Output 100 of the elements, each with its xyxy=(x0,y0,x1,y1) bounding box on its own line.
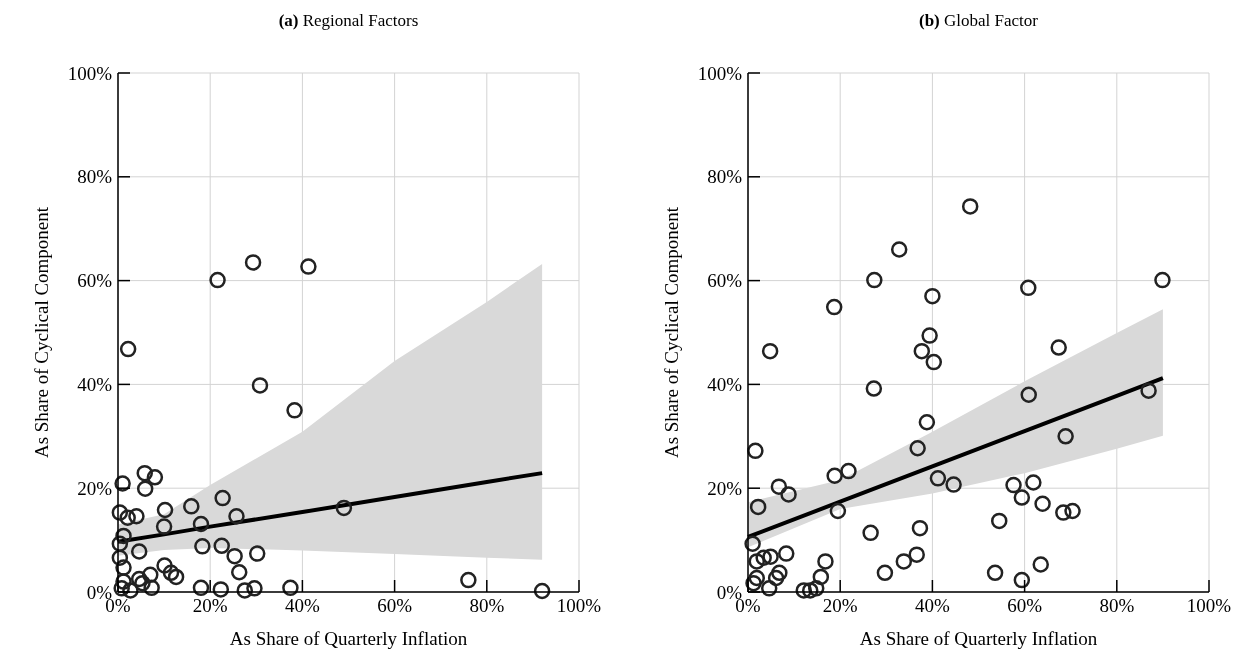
point xyxy=(115,527,132,545)
point xyxy=(1025,474,1042,491)
point xyxy=(909,439,926,457)
point xyxy=(1064,502,1081,520)
point xyxy=(533,582,551,600)
x-tick-label: 20% xyxy=(192,595,228,616)
x-tick-label: 80% xyxy=(1099,595,1135,616)
point xyxy=(213,537,230,555)
point xyxy=(770,478,788,495)
point xyxy=(119,509,136,527)
point xyxy=(744,535,761,552)
point xyxy=(1057,428,1074,445)
point xyxy=(780,486,797,503)
point xyxy=(248,545,266,562)
y-axis-title: As Share of Cyclical Component xyxy=(31,206,52,459)
point xyxy=(142,566,159,584)
y-tick-label: 20% xyxy=(77,477,113,499)
point xyxy=(895,553,913,570)
point xyxy=(236,582,254,599)
point xyxy=(128,507,145,525)
point xyxy=(136,464,153,482)
point xyxy=(300,258,317,275)
point xyxy=(111,549,129,566)
point xyxy=(134,574,151,592)
point xyxy=(1034,495,1051,513)
point xyxy=(918,414,936,431)
point xyxy=(986,564,1004,582)
point xyxy=(911,519,929,537)
point xyxy=(156,501,174,519)
point xyxy=(1050,339,1067,356)
point xyxy=(945,476,962,493)
y-tick-label: 100% xyxy=(67,62,113,84)
point xyxy=(812,568,830,586)
y-tick-label: 100% xyxy=(697,62,743,84)
point xyxy=(826,467,843,484)
x-tick-label: 40% xyxy=(284,595,320,616)
point xyxy=(167,568,185,586)
point xyxy=(866,271,883,289)
point xyxy=(286,402,303,419)
point xyxy=(282,579,299,597)
point xyxy=(122,582,139,599)
chart-title: (a) Regional Factors xyxy=(278,11,419,30)
y-tick-label: 60% xyxy=(77,270,113,292)
point xyxy=(760,580,778,597)
point xyxy=(162,564,180,582)
point xyxy=(929,470,947,487)
point xyxy=(130,570,148,588)
y-tick-label: 20% xyxy=(707,477,743,499)
point xyxy=(991,512,1008,530)
point xyxy=(961,198,979,215)
x-axis-title: As Share of Quarterly Inflation xyxy=(859,628,1098,649)
point xyxy=(1140,382,1157,399)
point xyxy=(251,377,269,394)
point xyxy=(924,287,941,305)
y-axis-title: As Share of Cyclical Component xyxy=(661,206,682,459)
point xyxy=(755,549,772,566)
point xyxy=(762,548,779,565)
point xyxy=(840,462,857,480)
point xyxy=(876,564,894,582)
x-tick-label: 100% xyxy=(1186,595,1232,616)
point xyxy=(460,571,477,589)
point xyxy=(1013,489,1031,506)
point xyxy=(1032,556,1049,573)
point xyxy=(825,298,843,316)
point xyxy=(801,582,819,599)
point xyxy=(1055,504,1072,521)
x-tick-label: 60% xyxy=(1007,595,1043,616)
x-tick-label: 100% xyxy=(556,595,602,616)
point xyxy=(865,380,883,397)
y-tick-label: 40% xyxy=(707,374,743,396)
point xyxy=(761,342,779,360)
point xyxy=(829,502,847,520)
point xyxy=(1020,279,1037,297)
x-tick-label: 60% xyxy=(377,595,413,616)
point xyxy=(925,353,943,371)
point xyxy=(335,499,353,517)
point xyxy=(748,569,766,587)
y-tick-label: 80% xyxy=(77,166,113,188)
point xyxy=(921,327,938,344)
point xyxy=(1020,386,1037,404)
point xyxy=(136,480,154,497)
point xyxy=(192,579,210,597)
point xyxy=(111,535,129,552)
point xyxy=(115,559,132,576)
point xyxy=(111,504,129,521)
point xyxy=(778,545,795,562)
point xyxy=(771,564,788,582)
point xyxy=(130,543,148,560)
point xyxy=(214,489,231,507)
point xyxy=(908,546,925,563)
x-axis-title: As Share of Quarterly Inflation xyxy=(229,628,468,649)
point xyxy=(244,254,262,271)
point xyxy=(119,340,137,358)
point xyxy=(226,547,243,565)
point xyxy=(767,569,785,587)
x-tick-label: 40% xyxy=(914,595,950,616)
point xyxy=(192,515,210,533)
point xyxy=(807,580,825,597)
point xyxy=(1005,476,1022,494)
point xyxy=(114,475,131,492)
